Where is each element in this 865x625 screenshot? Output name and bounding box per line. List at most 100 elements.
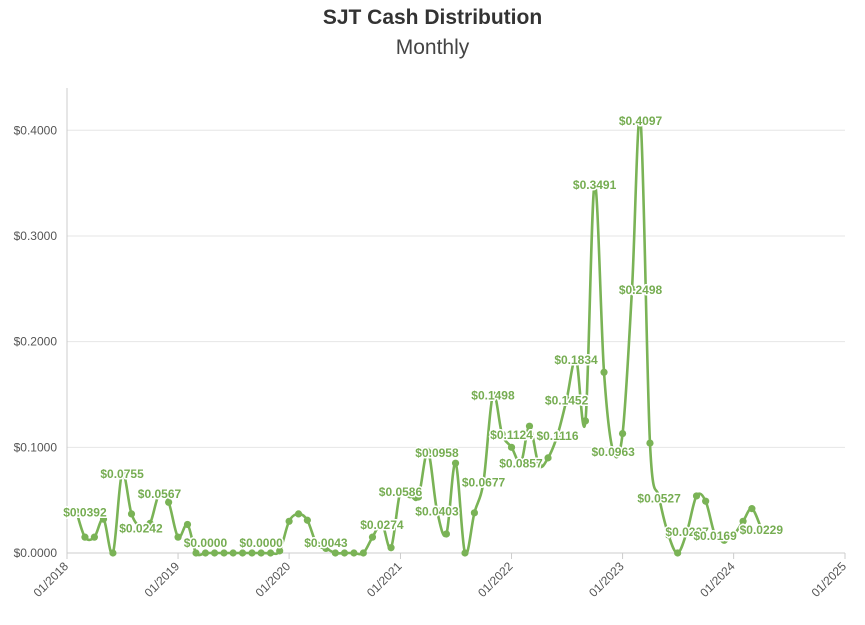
data-point [266,549,275,557]
data-label: $0.1452 [545,394,589,408]
data-point [433,506,441,515]
data-label: $0.0274 [360,518,404,532]
data-point [137,523,145,532]
data-label: $0.0527 [637,491,681,505]
data-point [118,469,126,477]
gridlines [67,129,845,554]
data-label-halo: $0.2498 [619,283,663,297]
data-point [155,489,164,497]
data-label-halo: $0.0242 [119,521,163,535]
data-point [600,368,608,376]
data-point [442,530,451,538]
data-label: $0.4097 [619,114,663,128]
data-label: $0.3491 [573,178,617,192]
data-label: $0.0963 [591,445,635,459]
data-label-halo: $0.0527 [637,491,681,505]
data-label-halo: $0.0207 [665,525,709,539]
chart-subtitle: Monthly [395,36,470,59]
data-point [414,493,423,501]
data-label: $0.0677 [462,475,506,489]
data-label: $0.0242 [119,521,163,535]
data-point [174,533,182,541]
data-label: $0.2498 [619,283,663,297]
data-label: $0.0958 [415,446,459,460]
data-point [220,549,228,557]
data-point [507,443,516,451]
data-point [739,517,747,525]
data-point [322,544,330,553]
data-point [544,454,552,462]
data-label-halo: $0.0392 [63,506,107,520]
data-label: $0.0207 [665,525,709,539]
data-label: $0.1116 [536,429,578,443]
data-point [294,510,303,518]
data-point [99,515,108,523]
y-tick-label: $0.1000 [14,440,58,454]
data-label-halo: $0.1834 [554,353,598,367]
data-label-halo: $0.0274 [360,518,404,532]
data-label-halo: $0.0043 [304,536,348,550]
x-tick-label: 01/2024 [697,559,738,600]
data-label-halo: $0.0963 [591,445,635,459]
x-tick-label: 01/2022 [475,559,516,600]
data-point [192,549,200,557]
data-point [730,531,738,539]
data-point [683,527,691,535]
data-labels: $0.0392$0.0392$0.0755$0.0755$0.0242$0.02… [62,113,785,552]
data-point [340,549,349,557]
data-point [470,509,479,517]
data-label-halo: $0.0755 [100,467,144,481]
data-label-halo: $0.0169 [693,529,737,543]
data-point [359,549,367,557]
data-label: $0.0000 [184,536,228,550]
y-tick-label: $0.2000 [14,335,58,349]
data-point [387,544,395,552]
data-label: $0.1124 [490,428,533,442]
data-label-halo: $0.0958 [415,446,459,460]
data-point [636,116,645,124]
data-point [276,547,284,555]
data-label: $0.0229 [740,523,784,537]
data-point [127,510,136,518]
data-label: $0.0586 [379,485,423,499]
data-point [451,459,460,467]
data-label: $0.1498 [471,389,515,403]
chart-title: SJT Cash Distribution [322,6,543,29]
data-point [303,516,311,524]
x-tick-label: 01/2020 [253,559,294,600]
data-point [674,549,682,557]
y-tick-label: $0.4000 [14,123,58,137]
data-point [489,391,497,399]
data-label-halo: $0.0857 [499,456,543,470]
x-tick-label: 01/2019 [142,559,183,600]
data-label-halo: $0.0000 [239,536,283,550]
data-label: $0.0567 [138,487,182,501]
data-label: $0.1834 [554,353,598,367]
data-point [581,417,590,425]
data-label-halo: $0.0567 [138,487,182,501]
data-point [517,458,525,467]
data-point [655,493,663,501]
data-point [313,540,321,549]
data-label: $0.0043 [304,536,348,550]
data-point [572,355,580,363]
data-point [81,533,89,541]
data-label-halo: $0.0000 [184,536,228,550]
data-point [210,549,219,557]
data-label-halo: $0.1498 [471,389,515,403]
data-label: $0.0000 [239,536,283,550]
data-label-halo: $0.3491 [573,178,617,192]
data-point [201,549,210,557]
data-label: $0.0392 [63,506,107,520]
data-point [165,498,173,506]
data-point [72,507,81,516]
data-point [535,461,543,469]
data-point [720,536,728,544]
data-point [424,448,432,456]
data-label-halo: $0.4097 [619,114,663,128]
data-label: $0.0403 [415,504,459,518]
data-point [378,520,386,528]
data-point [498,430,506,438]
